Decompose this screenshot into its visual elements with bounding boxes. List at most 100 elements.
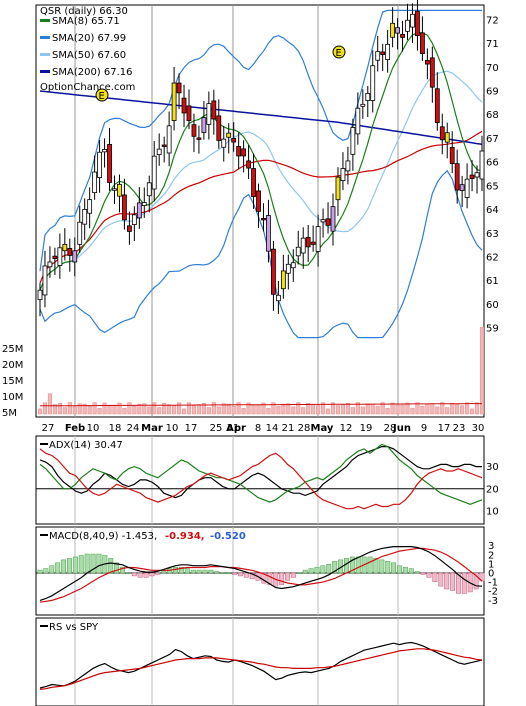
x-tick-label: 27 xyxy=(42,423,55,434)
price-tick-label: 59 xyxy=(486,324,499,335)
x-tick-label: 12 xyxy=(340,423,353,434)
macd-histogram-bar xyxy=(120,566,125,574)
volume-bar xyxy=(291,406,296,415)
candle-body xyxy=(365,93,371,101)
volume-bar xyxy=(370,403,375,415)
macd-histogram-bar xyxy=(432,572,438,583)
candle-body xyxy=(176,82,182,94)
x-tick-label: Jun xyxy=(392,423,411,434)
macd-histogram-bar xyxy=(190,569,196,574)
rs-panel xyxy=(39,641,483,690)
volume-bar xyxy=(455,404,460,415)
x-tick-label: 24 xyxy=(127,423,140,434)
candle-body xyxy=(290,262,296,269)
candle-body xyxy=(439,126,445,141)
macd-histogram-bar xyxy=(131,572,137,577)
macd-histogram-bar xyxy=(237,572,243,577)
volume-bar xyxy=(420,405,425,415)
x-tick-label: 25 xyxy=(210,423,223,434)
legend-swatch-sma8 xyxy=(40,19,50,22)
volume-tick-label: 20M xyxy=(2,360,23,371)
legend-swatch-sma20 xyxy=(40,36,50,39)
x-tick-label: 19 xyxy=(360,423,373,434)
price-tick-label: 63 xyxy=(486,229,499,240)
price-tick-label: 67 xyxy=(486,134,499,145)
macd-histogram-bar xyxy=(420,572,426,575)
macd-histogram-bar xyxy=(143,572,149,578)
macd-histogram-bar xyxy=(37,569,43,574)
macd-histogram-bar xyxy=(261,572,267,584)
macd-histogram-bar xyxy=(61,559,67,574)
macd-histogram-bar xyxy=(308,568,314,574)
x-tick-label: Feb xyxy=(65,423,85,434)
candle-body xyxy=(211,100,217,120)
volume-bar xyxy=(390,402,395,415)
volume-bar xyxy=(236,402,241,415)
volume-bar xyxy=(132,405,137,415)
volume-bar xyxy=(435,406,440,415)
candle-body xyxy=(429,57,435,88)
volume-bar xyxy=(211,402,216,415)
candle-body xyxy=(424,59,430,65)
candle-body xyxy=(275,294,281,302)
volume-bar xyxy=(325,408,331,415)
volume-bar xyxy=(405,402,410,415)
legend-swatch-sma50 xyxy=(40,53,50,56)
candle-body xyxy=(42,265,48,296)
candle-body xyxy=(474,172,480,178)
volume-bar xyxy=(122,407,127,415)
macd-histogram-bar xyxy=(402,566,408,574)
earnings-marker-2-label: E xyxy=(336,48,342,59)
macd-histogram-bar xyxy=(243,572,249,578)
x-tick-label: Apr xyxy=(226,423,246,434)
volume-bar xyxy=(37,408,43,415)
candle-body xyxy=(310,241,316,245)
volume-bar xyxy=(191,405,197,415)
macd-signal-line xyxy=(39,547,483,603)
candle-body xyxy=(390,22,396,38)
volume-bar xyxy=(117,402,122,415)
candle-body xyxy=(410,13,415,28)
volume-bar xyxy=(479,327,485,415)
volume-bar xyxy=(330,402,336,415)
volume-bar xyxy=(380,402,385,415)
volume-bar xyxy=(216,406,221,415)
candle-body xyxy=(459,184,465,191)
macd-histogram-bar xyxy=(178,566,184,574)
candle-body xyxy=(454,163,460,191)
candle-body xyxy=(112,188,117,191)
candle-body xyxy=(141,202,147,206)
candle-body xyxy=(305,236,311,248)
adx-tick-label: 30 xyxy=(486,462,499,473)
price-tick-label: 65 xyxy=(486,181,499,192)
candle-body xyxy=(375,51,381,61)
candle-body xyxy=(405,19,410,32)
candle-body xyxy=(186,105,192,121)
candle-body xyxy=(221,138,227,148)
macd-histogram-bar xyxy=(155,572,161,575)
volume-bar xyxy=(276,405,281,415)
candle-body xyxy=(444,132,450,143)
x-tick-label: 10 xyxy=(166,423,179,434)
candle-body xyxy=(335,176,341,201)
candle-body xyxy=(236,146,242,157)
macd-histogram-bar xyxy=(385,561,391,574)
volume-bar xyxy=(246,402,251,415)
x-tick-label: 31 xyxy=(227,423,240,434)
volume-bar xyxy=(415,402,420,415)
earnings-marker-2: E xyxy=(332,45,346,59)
volume-bar xyxy=(296,402,301,415)
volume-bar xyxy=(206,407,211,415)
adx-title: ADX(14) 30.47 xyxy=(49,440,123,451)
candle-body xyxy=(166,125,172,154)
candle-body xyxy=(360,103,366,107)
candle-body xyxy=(92,171,98,194)
volume-panel: 25M 20M 15M 10M 5M xyxy=(2,327,485,419)
candle-body xyxy=(146,182,152,197)
macd-legend: MACD(8,40,9) -1.453, -0.934, -0.520 xyxy=(40,531,246,542)
candle-body xyxy=(67,247,73,256)
macd-histogram-bar xyxy=(285,572,290,581)
grid xyxy=(74,5,399,706)
